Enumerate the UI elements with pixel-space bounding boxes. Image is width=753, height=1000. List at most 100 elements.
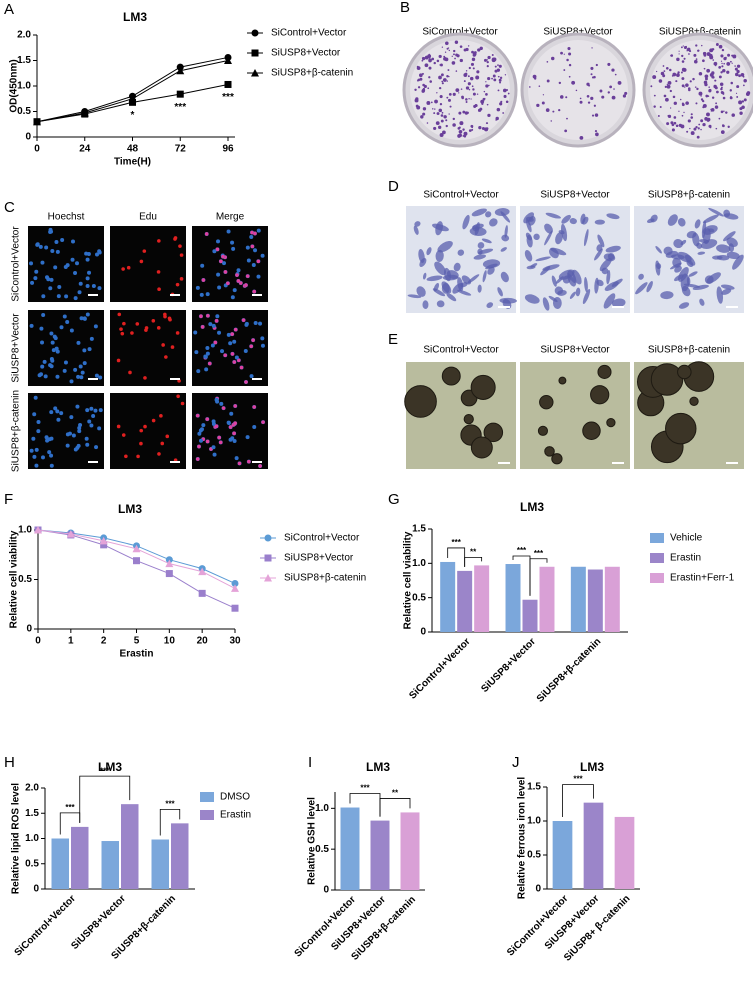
significance: ***: [100, 766, 110, 775]
cell: [482, 270, 487, 283]
colony: [564, 129, 568, 133]
nucleus: [78, 281, 83, 286]
micrograph: [110, 310, 186, 386]
colony: [724, 56, 727, 59]
colony: [550, 120, 552, 122]
colony: [447, 69, 450, 72]
colony: [715, 127, 718, 130]
nucleus: [48, 286, 53, 291]
colony: [670, 54, 674, 57]
colony: [657, 114, 660, 117]
edu-signal: [233, 327, 238, 332]
colony: [453, 53, 455, 56]
nucleus: [41, 294, 46, 299]
significance: **: [470, 548, 477, 557]
cell: [684, 254, 696, 266]
colony: [486, 59, 488, 61]
nucleus: [228, 341, 233, 346]
colony: [622, 94, 627, 98]
nucleus: [76, 374, 81, 379]
nucleus: [216, 272, 221, 277]
colony: [743, 78, 747, 83]
nucleus: [246, 258, 251, 263]
cell: [638, 273, 644, 280]
colony: [700, 128, 702, 131]
nucleus: [98, 375, 103, 380]
spheroid: [677, 364, 692, 380]
image-label: SiControl+Vector: [422, 27, 498, 38]
edu-signal: [117, 312, 122, 317]
colony: [503, 94, 507, 98]
nucleus: [75, 445, 80, 450]
cell: [472, 225, 480, 232]
edu-signal: [223, 353, 228, 358]
edu-signal: [232, 431, 236, 436]
colony: [465, 70, 468, 72]
colony: [705, 77, 708, 81]
cell: [673, 239, 684, 249]
cell: [688, 271, 698, 277]
spheroid: [404, 385, 437, 418]
y-tick-label: 1.0: [315, 803, 329, 814]
colony: [687, 119, 691, 123]
colony: [563, 69, 566, 71]
colony: [703, 53, 707, 57]
colony: [701, 44, 703, 47]
nucleus: [251, 262, 256, 267]
legend-swatch: [650, 573, 664, 583]
colony: [718, 44, 723, 49]
colony: [688, 88, 691, 92]
cell: [583, 228, 589, 247]
colony: [442, 78, 447, 82]
nucleus: [253, 321, 258, 326]
nucleus: [32, 412, 37, 417]
cell: [663, 246, 673, 256]
cell: [487, 266, 495, 275]
nucleus: [89, 423, 94, 428]
cell: [500, 247, 507, 252]
nucleus: [87, 419, 92, 424]
bar: [522, 599, 538, 632]
colony: [558, 81, 562, 85]
scale-bar: [498, 462, 510, 464]
colony: [698, 91, 703, 96]
nucleus: [245, 245, 250, 250]
panel-label: J: [512, 754, 520, 771]
legend-label: SiUSP8+β-catenin: [284, 573, 366, 584]
colony: [683, 45, 687, 50]
colony: [663, 70, 666, 73]
edu-signal: [205, 439, 210, 444]
colony: [422, 112, 426, 116]
nucleus: [253, 248, 258, 253]
colony: [428, 66, 432, 70]
colony: [498, 78, 502, 82]
data-point: [99, 536, 108, 545]
data-point: [129, 98, 136, 106]
colony: [462, 134, 465, 137]
colony: [436, 112, 440, 116]
cell: [678, 266, 689, 282]
x-tick-label: 72: [175, 144, 187, 155]
y-tick-label: 1.5: [25, 808, 39, 819]
x-tick-label: 0: [35, 636, 41, 647]
colony: [463, 131, 468, 136]
colony: [681, 102, 685, 105]
colony: [705, 94, 709, 98]
colony: [665, 97, 669, 102]
nucleus: [48, 363, 53, 368]
legend-swatch: [650, 553, 664, 563]
colony: [529, 86, 531, 88]
cell: [535, 256, 551, 262]
nucleus: [32, 454, 37, 459]
colony: [443, 57, 447, 61]
colony: [416, 79, 419, 82]
cell: [422, 300, 429, 310]
colony: [448, 113, 450, 115]
colony: [568, 52, 572, 56]
edu-signal: [142, 249, 147, 253]
colony: [681, 54, 684, 58]
y-tick-label: 0.5: [25, 858, 39, 869]
edu-signal: [214, 319, 219, 323]
legend-label: SiUSP8+Vector: [284, 553, 354, 564]
edu-signal: [213, 340, 218, 345]
